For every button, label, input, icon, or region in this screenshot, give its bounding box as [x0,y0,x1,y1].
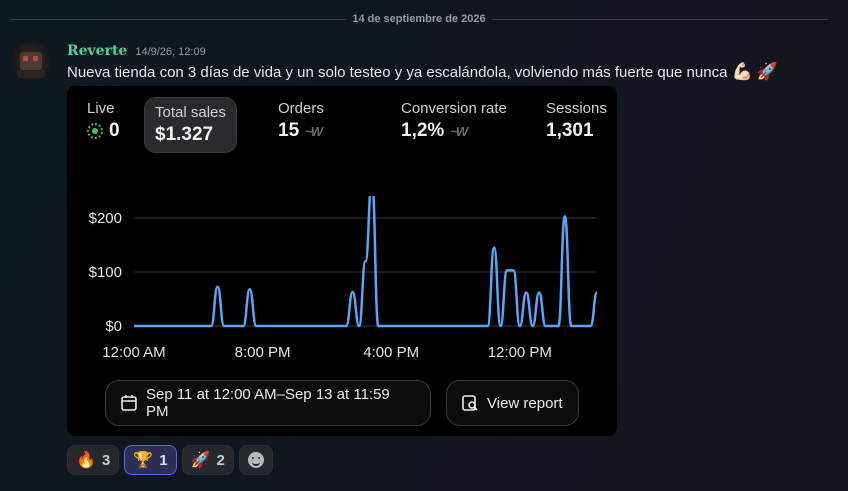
metric-sessions: Sessions 1,301 [546,100,607,142]
y-tick-label: $0 [105,318,122,335]
metric-live: Live 0 [87,100,120,142]
reaction-count: 1 [159,451,168,469]
divider-date: 14 de septiembre de 2026 [352,13,486,25]
analytics-screenshot[interactable]: Live 0 Total sales $1.327 Orders 15 ~W Co… [67,86,617,436]
add-reaction-button[interactable] [238,445,273,475]
reaction-count: 3 [101,451,111,469]
message-body: Nueva tienda con 3 días de vida y un sol… [67,63,728,81]
metric-sessions-label: Sessions [546,100,607,117]
add-reaction-smile-icon [247,452,264,468]
metric-total-sales-label: Total sales [155,104,226,121]
metric-orders: Orders 15 ~W [278,100,324,142]
sales-series-line [134,196,599,328]
trophy-emoji: 🏆 [133,452,154,469]
metric-conversion-value: 1,2% [401,120,445,141]
view-report-label: View report [487,394,563,412]
message-header: Reverte 14/9/26, 12:09 [67,43,206,59]
date-range-label: Sep 11 at 12:00 AM–Sep 13 at 11:59 PM [145,386,390,420]
sparkline-icon: ~W [305,123,323,139]
y-tick-label: $100 [89,264,122,281]
rocket-emoji: 🚀 [756,62,778,81]
metric-orders-value: 15 [278,120,300,141]
fire-emoji: 🔥 [76,452,96,469]
sales-line-chart: $0 $100 $200 12:00 AM 8:00 PM 4:00 PM 12:00 PM [89,196,599,361]
live-pulse-icon [87,123,103,139]
message-timestamp[interactable]: 14/9/26, 12:09 [135,46,206,58]
view-report-button[interactable]: View report [446,380,579,426]
x-tick-label: 8:00 PM [235,344,291,361]
metric-orders-label: Orders [278,100,324,117]
flexed-biceps-emoji: 💪🏻 [731,62,753,81]
metric-sessions-value: 1,301 [546,120,594,141]
avatar[interactable] [11,42,51,82]
divider-line-left [10,18,347,20]
divider-line-right [491,18,829,20]
metric-conversion-label: Conversion rate [401,100,507,117]
y-tick-label: $200 [89,210,122,227]
message-text: Nueva tienda con 3 días de vida y un sol… [67,62,778,82]
reaction-fire[interactable]: 🔥 3 [67,445,120,475]
reaction-trophy[interactable]: 🏆 1 [124,445,177,475]
reaction-rocket[interactable]: 🚀 2 [181,445,234,475]
username[interactable]: Reverte [67,43,128,59]
x-tick-label: 12:00 AM [102,344,165,361]
sparkline-icon: ~W [450,123,468,139]
x-tick-label: 4:00 PM [363,344,419,361]
metric-live-label: Live [87,100,115,117]
reaction-count: 2 [216,451,225,469]
metric-total-sales: Total sales $1.327 [144,97,237,153]
calendar-icon [121,395,137,411]
reactions-bar: 🔥 3 🏆 1 🚀 2 [67,445,273,475]
metric-total-sales-value: $1.327 [155,124,214,145]
x-tick-label: 12:00 PM [488,344,552,361]
rocket-emoji: 🚀 [190,452,211,469]
metric-conversion-rate: Conversion rate 1,2% ~W [401,100,507,142]
date-range-button[interactable]: Sep 11 at 12:00 AM–Sep 13 at 11:59 PM [105,380,431,426]
metric-live-value: 0 [109,120,120,141]
report-search-icon [462,395,478,411]
date-divider: 14 de septiembre de 2026 [10,12,829,26]
